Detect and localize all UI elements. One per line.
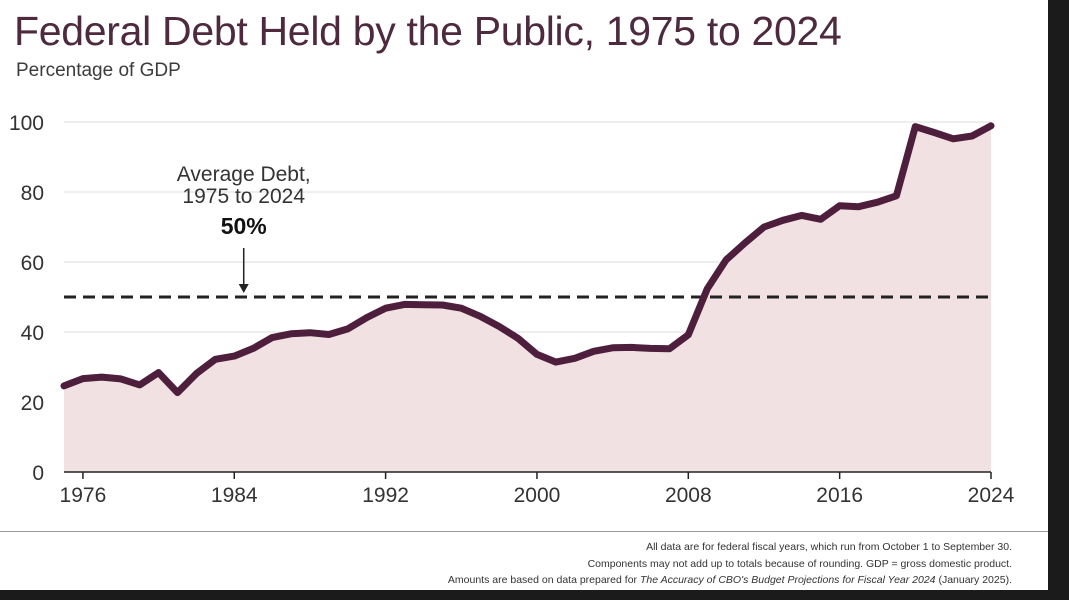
- average-value-label: 50%: [221, 213, 267, 239]
- x-tick-labels: 1976 1984 1992 2000 2008 2016 2024: [60, 484, 1015, 507]
- y-tick-label-80: 80: [21, 182, 44, 205]
- area-layer: [64, 125, 991, 473]
- y-tick-labels: 0 20 40 60 80 100: [9, 112, 44, 485]
- average-annotation: Average Debt,1975 to 2024 50%: [177, 163, 311, 293]
- x-tick-label-1992: 1992: [362, 484, 409, 507]
- average-arrow-head: [238, 284, 249, 293]
- footnote-rounding: Components may not add up to totals beca…: [587, 558, 1012, 570]
- y-tick-label-40: 40: [21, 322, 44, 345]
- x-tick-label-1976: 1976: [60, 484, 107, 507]
- x-tick-label-1984: 1984: [211, 484, 258, 507]
- y-tick-label-60: 60: [21, 252, 44, 275]
- y-tick-label-0: 0: [32, 462, 44, 485]
- chart-frame: Federal Debt Held by the Public, 1975 to…: [0, 0, 1048, 590]
- chart-subtitle: Percentage of GDP: [16, 60, 181, 81]
- chart-title: Federal Debt Held by the Public, 1975 to…: [14, 8, 842, 54]
- footnote-source-title: The Accuracy of CBO's Budget Projections…: [639, 574, 936, 586]
- y-tick-label-100: 100: [9, 112, 44, 135]
- average-label-line1: Average Debt,: [177, 163, 311, 186]
- x-tick-label-2024: 2024: [968, 484, 1015, 507]
- x-tick-label-2008: 2008: [665, 484, 712, 507]
- footer-rule: [0, 531, 1048, 532]
- line-layer: [60, 122, 995, 397]
- x-tick-label-2000: 2000: [514, 484, 561, 507]
- average-label-line2: 1975 to 2024: [182, 185, 305, 208]
- footnote-fiscal-years: All data are for federal fiscal years, w…: [646, 541, 1012, 553]
- footnote-source: Amounts are based on data prepared for T…: [448, 574, 1012, 586]
- footnote-source-suffix: (January 2025).: [935, 574, 1012, 586]
- debt-area: [64, 125, 991, 473]
- debt-chart: 0 20 40 60 80 100 1976 1984 1992 2000 2008 2016 202…: [9, 112, 1015, 507]
- x-tick-label-2016: 2016: [816, 484, 863, 507]
- debt-line: [60, 122, 995, 397]
- y-tick-label-20: 20: [21, 392, 44, 415]
- footnote-source-prefix: Amounts are based on data prepared for: [447, 574, 640, 586]
- axis-layer: [64, 471, 992, 479]
